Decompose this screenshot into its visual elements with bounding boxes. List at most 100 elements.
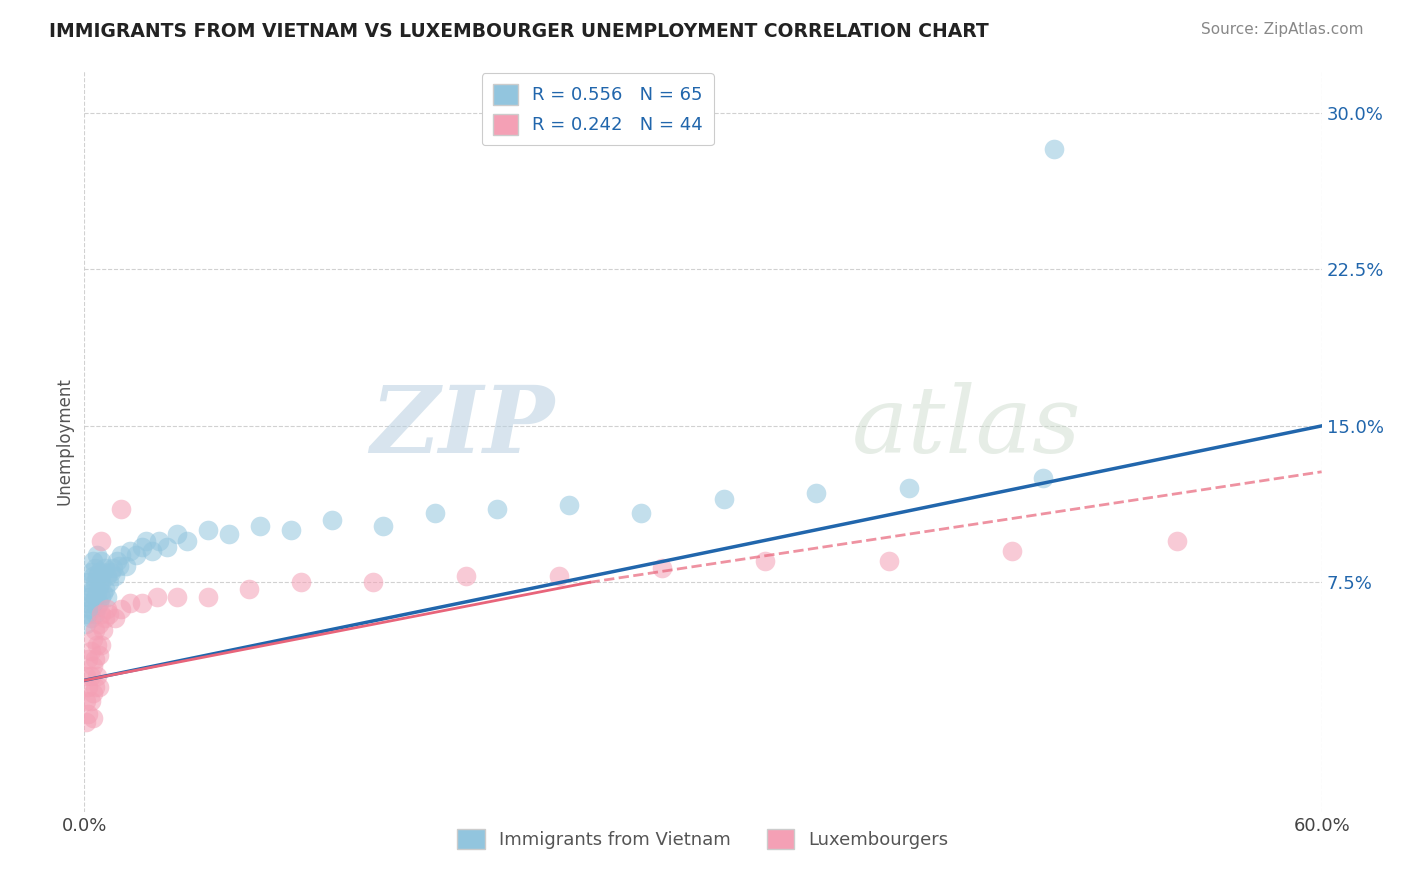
Point: [86, 669, 108, 683]
Point: [90, 575, 112, 590]
Point: [118, 596, 141, 610]
Point: [79, 602, 101, 616]
Point: [83, 680, 105, 694]
Point: [86, 586, 108, 600]
Point: [77, 590, 100, 604]
Point: [166, 527, 188, 541]
Point: [87, 565, 110, 579]
Point: [558, 498, 581, 512]
Point: [898, 482, 921, 496]
Point: [148, 533, 170, 548]
Point: [75, 714, 97, 729]
Point: [91, 624, 114, 638]
Point: [75, 669, 97, 683]
Point: [87, 596, 110, 610]
Point: [141, 544, 163, 558]
Point: [114, 558, 136, 573]
Point: [98, 607, 121, 621]
Point: [77, 607, 100, 621]
Point: [98, 575, 121, 590]
Point: [79, 611, 101, 625]
Text: IMMIGRANTS FROM VIETNAM VS LUXEMBOURGER UNEMPLOYMENT CORRELATION CHART: IMMIGRANTS FROM VIETNAM VS LUXEMBOURGER …: [49, 22, 988, 41]
Text: ZIP: ZIP: [370, 382, 554, 472]
Point: [91, 586, 114, 600]
Point: [75, 596, 97, 610]
Point: [79, 565, 101, 579]
Point: [630, 507, 652, 521]
Point: [91, 565, 114, 579]
Point: [238, 582, 260, 596]
Point: [110, 602, 132, 616]
Point: [87, 648, 110, 663]
Point: [361, 575, 384, 590]
Point: [90, 607, 112, 621]
Point: [103, 560, 125, 574]
Point: [87, 680, 110, 694]
Point: [423, 507, 446, 521]
Point: [79, 644, 101, 658]
Text: Source: ZipAtlas.com: Source: ZipAtlas.com: [1201, 22, 1364, 37]
Point: [110, 502, 132, 516]
Point: [77, 652, 100, 666]
Y-axis label: Unemployment: Unemployment: [55, 377, 73, 506]
Point: [877, 554, 900, 568]
Point: [110, 548, 132, 562]
Point: [1032, 471, 1054, 485]
Point: [82, 658, 104, 673]
Point: [754, 554, 776, 568]
Point: [94, 611, 117, 625]
Point: [77, 680, 100, 694]
Point: [454, 569, 477, 583]
Point: [87, 579, 110, 593]
Point: [83, 607, 105, 621]
Point: [82, 582, 104, 596]
Point: [79, 586, 101, 600]
Point: [90, 638, 112, 652]
Point: [96, 569, 118, 583]
Point: [83, 624, 105, 638]
Point: [82, 554, 104, 568]
Point: [131, 596, 153, 610]
Point: [90, 590, 112, 604]
Point: [82, 569, 104, 583]
Point: [218, 527, 240, 541]
Point: [104, 569, 127, 583]
Point: [197, 523, 219, 537]
Point: [1166, 533, 1188, 548]
Point: [176, 533, 198, 548]
Point: [651, 560, 673, 574]
Point: [321, 513, 343, 527]
Point: [79, 669, 101, 683]
Point: [280, 523, 302, 537]
Point: [82, 686, 104, 700]
Point: [105, 554, 128, 568]
Point: [82, 711, 104, 725]
Point: [156, 540, 179, 554]
Point: [94, 582, 117, 596]
Point: [96, 602, 118, 616]
Text: atlas: atlas: [852, 382, 1081, 472]
Legend: Immigrants from Vietnam, Luxembourgers: Immigrants from Vietnam, Luxembourgers: [450, 822, 956, 856]
Point: [100, 565, 122, 579]
Point: [83, 575, 105, 590]
Point: [83, 590, 105, 604]
Point: [82, 632, 104, 646]
Point: [806, 485, 828, 500]
Point: [1001, 544, 1024, 558]
Point: [197, 590, 219, 604]
Point: [96, 590, 118, 604]
Point: [75, 617, 97, 632]
Point: [108, 558, 131, 573]
Point: [547, 569, 569, 583]
Point: [135, 533, 157, 548]
Point: [131, 540, 153, 554]
Point: [83, 652, 105, 666]
Point: [87, 617, 110, 632]
Point: [86, 569, 108, 583]
Point: [90, 533, 112, 548]
Point: [79, 694, 101, 708]
Point: [77, 706, 100, 721]
Point: [77, 575, 100, 590]
Point: [118, 544, 141, 558]
Point: [86, 548, 108, 562]
